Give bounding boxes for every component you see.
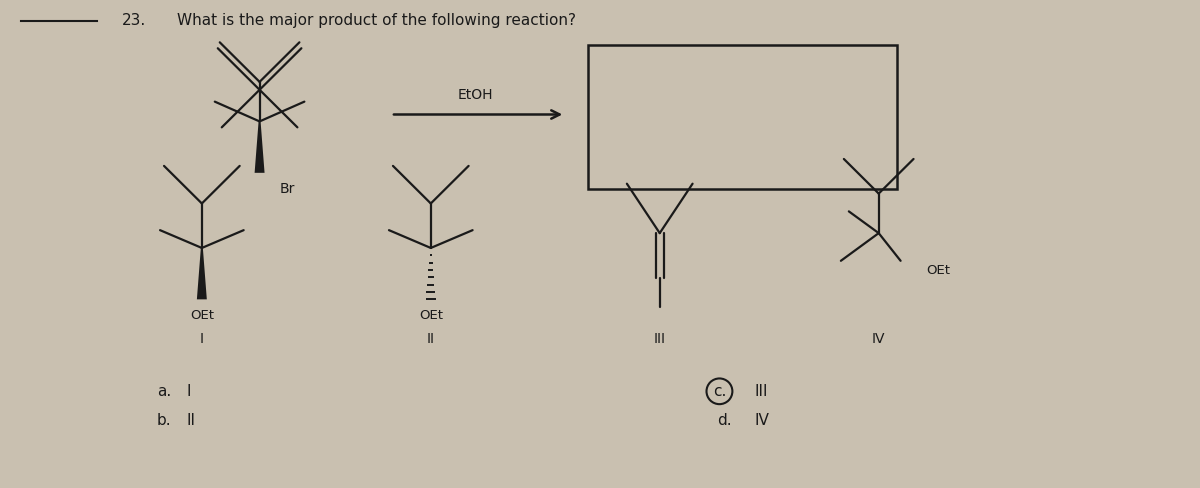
Text: d.: d.: [718, 413, 732, 428]
Text: Br: Br: [280, 182, 295, 196]
Text: OEt: OEt: [926, 264, 950, 277]
Text: I: I: [187, 384, 192, 399]
Text: 23.: 23.: [122, 13, 146, 28]
Text: OEt: OEt: [190, 309, 214, 322]
Text: III: III: [755, 384, 768, 399]
Text: a.: a.: [157, 384, 172, 399]
Polygon shape: [197, 248, 206, 299]
Text: IV: IV: [872, 332, 886, 346]
Polygon shape: [254, 122, 264, 173]
Text: II: II: [187, 413, 196, 428]
Text: b.: b.: [157, 413, 172, 428]
Text: IV: IV: [755, 413, 769, 428]
Text: III: III: [654, 332, 666, 346]
Text: What is the major product of the following reaction?: What is the major product of the followi…: [176, 13, 576, 28]
Text: II: II: [427, 332, 434, 346]
Text: OEt: OEt: [419, 309, 443, 322]
Text: I: I: [200, 332, 204, 346]
Text: EtOH: EtOH: [458, 88, 493, 102]
Bar: [588, 45, 896, 189]
Text: c.: c.: [713, 384, 726, 399]
